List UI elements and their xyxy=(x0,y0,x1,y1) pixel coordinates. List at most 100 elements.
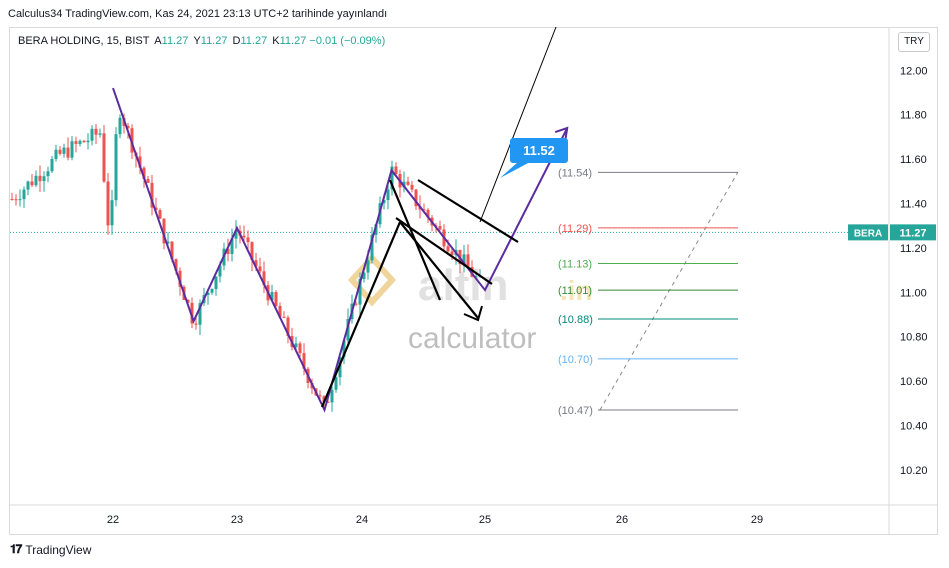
candle-body xyxy=(214,276,218,290)
candle-body xyxy=(298,343,302,354)
candle-body xyxy=(338,357,342,378)
x-tick-label: 24 xyxy=(356,514,368,526)
candle-body xyxy=(426,209,430,218)
candle-body xyxy=(178,270,182,287)
candle xyxy=(190,297,194,329)
candle-body xyxy=(410,184,414,190)
candle xyxy=(78,139,82,147)
flag-lower-line xyxy=(395,217,493,285)
chart-frame xyxy=(9,27,938,535)
candle-body xyxy=(154,207,158,211)
candle xyxy=(450,248,454,260)
candle-body xyxy=(14,199,18,201)
currency-button[interactable]: TRY xyxy=(898,32,930,52)
candle-body xyxy=(230,238,234,254)
candle xyxy=(26,180,30,196)
watermark-brand: altin xyxy=(418,261,508,310)
candle-body xyxy=(142,167,146,179)
candle-body xyxy=(66,147,70,158)
candle-body xyxy=(402,181,406,188)
x-tick-label: 25 xyxy=(479,514,491,526)
candle xyxy=(410,181,414,193)
candle-body xyxy=(342,340,346,358)
candle xyxy=(106,173,110,235)
candle xyxy=(274,290,278,309)
candle-body xyxy=(114,134,118,201)
fib-level-label: (11.01) xyxy=(558,285,592,297)
target-callout-value: 11.52 xyxy=(523,143,555,158)
candle-body xyxy=(218,265,222,277)
symbol-title: BERA HOLDING, 15, BIST xyxy=(18,35,150,47)
candle-body xyxy=(362,272,366,279)
candle-body xyxy=(270,292,274,301)
close-label: K xyxy=(272,35,280,47)
candle xyxy=(234,220,238,249)
candle xyxy=(22,186,26,208)
candle xyxy=(34,170,38,188)
candle-body xyxy=(58,149,62,154)
candles xyxy=(10,113,482,412)
candle-body xyxy=(162,218,166,244)
target-callout-box xyxy=(510,138,568,163)
candle xyxy=(46,166,50,183)
y-tick-label: 11.20 xyxy=(900,243,927,255)
candle-body xyxy=(382,200,386,204)
candle-body xyxy=(394,166,398,174)
symbol-legend: BERA HOLDING, 15, BIST A11.27 Y11.27 D11… xyxy=(18,35,385,47)
change-value: −0.01 (−0.09%) xyxy=(309,35,386,47)
candle xyxy=(138,146,142,175)
candle xyxy=(214,276,218,296)
last-price-value-tag xyxy=(890,224,936,241)
y-tick-label: 10.20 xyxy=(900,465,928,477)
candle xyxy=(370,227,374,264)
candle-body xyxy=(278,305,282,317)
candle-body xyxy=(406,181,410,185)
y-tick-label: 10.40 xyxy=(900,421,928,433)
target-projection-line xyxy=(479,26,557,223)
candle xyxy=(262,261,266,294)
candle-body xyxy=(170,241,174,260)
candle-body xyxy=(34,175,38,186)
candle xyxy=(114,127,118,207)
last-price-value: 11.27 xyxy=(900,227,927,239)
close-value: 11.27 xyxy=(279,35,307,47)
candle-body xyxy=(258,266,262,272)
x-tick-label: 22 xyxy=(107,514,119,526)
tradingview-logo-icon[interactable]: 𝟏𝟕 xyxy=(10,542,22,556)
candle xyxy=(226,238,230,262)
candle xyxy=(118,114,122,139)
candle xyxy=(250,241,254,271)
tradingview-label[interactable]: TradingView xyxy=(25,542,92,557)
candle-body xyxy=(54,149,58,160)
candle xyxy=(54,144,58,162)
candle xyxy=(30,174,34,188)
candle-body xyxy=(210,289,214,293)
fib-level-label: (11.29) xyxy=(558,223,592,235)
y-tick-label: 11.60 xyxy=(900,154,927,166)
candle-body xyxy=(50,159,54,172)
candle xyxy=(82,139,86,143)
candle-body xyxy=(46,171,50,177)
y-tick-label: 12.00 xyxy=(900,65,928,77)
candle-body xyxy=(326,401,330,403)
y-tick-label: 10.60 xyxy=(900,376,928,388)
pole-line xyxy=(320,221,402,408)
flag-mid-line xyxy=(388,179,442,301)
candle xyxy=(282,311,286,318)
candle xyxy=(402,171,406,193)
fib-level-label: (11.13) xyxy=(558,258,592,270)
candle xyxy=(50,155,54,174)
candle-body xyxy=(242,235,246,238)
candle xyxy=(246,230,250,252)
candle xyxy=(66,137,70,161)
candle-body xyxy=(110,200,114,226)
candle xyxy=(10,192,14,201)
x-tick-label: 23 xyxy=(231,514,243,526)
candle-body xyxy=(82,140,86,143)
candle-body xyxy=(282,316,286,318)
candle xyxy=(302,343,306,376)
candle-body xyxy=(186,299,190,303)
candle xyxy=(94,123,98,145)
candle-body xyxy=(98,133,102,135)
